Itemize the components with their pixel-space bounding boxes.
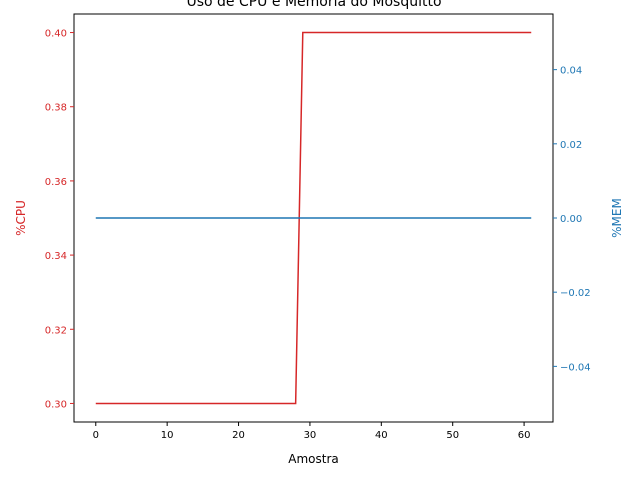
x-axis-label: Amostra bbox=[288, 452, 338, 466]
x-tick-label: 20 bbox=[232, 430, 245, 441]
chart-title: Uso de CPU e Memória do Mosquitto bbox=[186, 0, 441, 10]
x-tick-label: 30 bbox=[304, 430, 317, 441]
left-y-tick-label: 0.36 bbox=[45, 177, 67, 188]
right-y-tick-label: 0.02 bbox=[560, 140, 582, 151]
x-tick-label: 50 bbox=[446, 430, 459, 441]
x-tick-label: 10 bbox=[161, 430, 174, 441]
right-y-tick-label: 0.04 bbox=[560, 66, 582, 77]
right-y-tick-label: 0.00 bbox=[560, 214, 582, 225]
left-y-tick-label: 0.34 bbox=[45, 251, 67, 262]
left-y-tick-label: 0.38 bbox=[45, 103, 67, 114]
left-y-axis: 0.30 0.32 0.34 0.36 0.38 0.40 bbox=[45, 29, 74, 410]
left-y-tick-label: 0.40 bbox=[45, 29, 67, 40]
left-y-tick-label: 0.30 bbox=[45, 399, 67, 410]
right-y-tick-label: −0.04 bbox=[560, 362, 591, 373]
x-tick-label: 40 bbox=[375, 430, 388, 441]
plot-lines bbox=[95, 31, 532, 405]
x-tick-label: 0 bbox=[93, 430, 99, 441]
x-axis: 0 10 20 30 40 50 60 bbox=[93, 422, 531, 441]
right-y-tick-label: −0.02 bbox=[560, 288, 591, 299]
x-tick-label: 60 bbox=[518, 430, 531, 441]
left-y-tick-label: 0.32 bbox=[45, 325, 67, 336]
right-y-axis: −0.04 −0.02 0.00 0.02 0.04 bbox=[553, 66, 591, 373]
left-y-axis-label: %CPU bbox=[14, 200, 28, 236]
right-y-axis-label: %MEM bbox=[610, 198, 624, 238]
